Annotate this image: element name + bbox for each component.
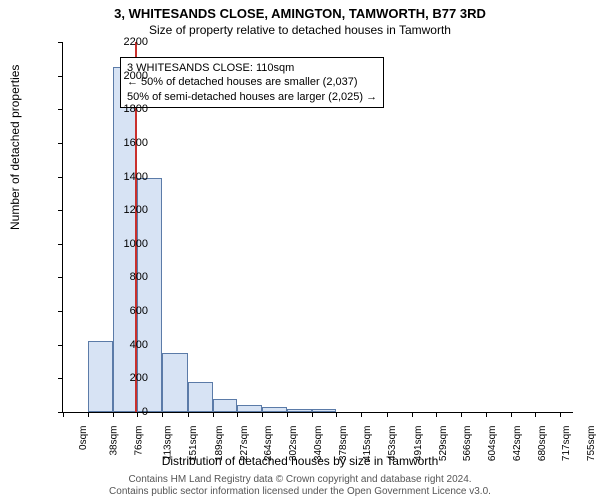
- x-tick-label: 642sqm: [512, 426, 523, 462]
- histogram-bar: [287, 409, 312, 412]
- y-tick-label: 0: [48, 406, 148, 418]
- y-tick-label: 600: [48, 305, 148, 317]
- y-tick-label: 1800: [48, 103, 148, 115]
- footer-attribution: Contains HM Land Registry data © Crown c…: [0, 474, 600, 498]
- histogram-bar: [162, 353, 187, 412]
- y-tick-label: 1000: [48, 238, 148, 250]
- x-tick-label: 0sqm: [78, 426, 89, 450]
- footer-line-2: Contains public sector information licen…: [0, 486, 600, 498]
- annotation-line-3: 50% of semi-detached houses are larger (…: [127, 90, 377, 104]
- histogram-bar: [237, 405, 262, 412]
- y-tick-label: 1400: [48, 171, 148, 183]
- y-tick-label: 2200: [48, 36, 148, 48]
- y-tick-label: 1600: [48, 137, 148, 149]
- x-tick-label: 302sqm: [288, 426, 299, 462]
- x-tick-label: 566sqm: [462, 426, 473, 462]
- x-tick-label: 680sqm: [537, 426, 548, 462]
- x-tick-label: 151sqm: [189, 426, 200, 462]
- x-tick-label: 38sqm: [109, 426, 120, 456]
- x-axis-label: Distribution of detached houses by size …: [0, 454, 600, 468]
- chart-subtitle: Size of property relative to detached ho…: [0, 21, 600, 37]
- annotation-box: 3 WHITESANDS CLOSE: 110sqm ← 50% of deta…: [120, 57, 384, 108]
- y-tick-label: 2000: [48, 70, 148, 82]
- y-axis-label: Number of detached properties: [8, 65, 22, 230]
- histogram-bar: [312, 409, 336, 412]
- x-tick-label: 113sqm: [163, 426, 174, 461]
- y-tick-label: 200: [48, 372, 148, 384]
- x-tick-label: 76sqm: [134, 426, 145, 456]
- footer-line-1: Contains HM Land Registry data © Crown c…: [0, 474, 600, 486]
- x-tick-label: 227sqm: [239, 426, 250, 462]
- y-tick-label: 1200: [48, 204, 148, 216]
- x-tick-label: 529sqm: [438, 426, 449, 462]
- histogram-bar: [188, 382, 213, 412]
- x-tick-label: 378sqm: [338, 426, 349, 462]
- histogram-bar: [213, 399, 237, 412]
- x-tick-label: 717sqm: [562, 426, 573, 462]
- x-tick-label: 755sqm: [587, 426, 598, 462]
- x-tick-label: 264sqm: [263, 426, 274, 462]
- x-tick-label: 415sqm: [363, 426, 374, 462]
- y-tick-label: 400: [48, 339, 148, 351]
- y-tick-label: 800: [48, 271, 148, 283]
- x-tick-label: 189sqm: [214, 426, 225, 462]
- x-tick-label: 453sqm: [388, 426, 399, 462]
- x-tick-label: 340sqm: [313, 426, 324, 462]
- x-tick-label: 604sqm: [487, 426, 498, 462]
- x-tick-label: 491sqm: [413, 426, 424, 462]
- annotation-line-1: 3 WHITESANDS CLOSE: 110sqm: [127, 61, 377, 75]
- annotation-line-2: ← 50% of detached houses are smaller (2,…: [127, 75, 377, 89]
- histogram-bar: [262, 407, 287, 412]
- chart-title-address: 3, WHITESANDS CLOSE, AMINGTON, TAMWORTH,…: [0, 0, 600, 21]
